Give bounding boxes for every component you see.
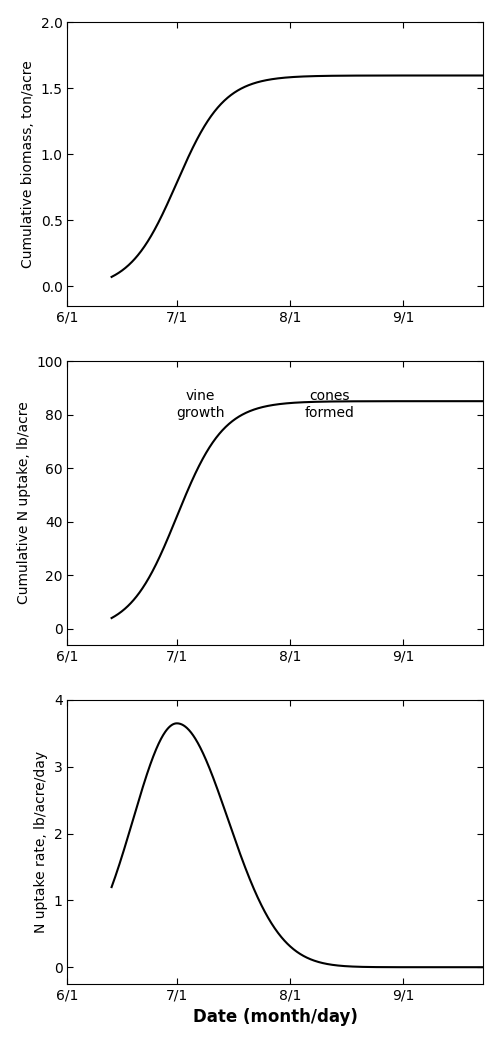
Text: cones
formed: cones formed [304, 389, 354, 419]
Y-axis label: Cumulative N uptake, lb/acre: Cumulative N uptake, lb/acre [16, 402, 30, 604]
Y-axis label: N uptake rate, lb/acre/day: N uptake rate, lb/acre/day [34, 751, 48, 933]
Y-axis label: Cumulative biomass, ton/acre: Cumulative biomass, ton/acre [21, 60, 35, 268]
X-axis label: Date (month/day): Date (month/day) [193, 1009, 358, 1026]
Text: vine
growth: vine growth [176, 389, 225, 419]
